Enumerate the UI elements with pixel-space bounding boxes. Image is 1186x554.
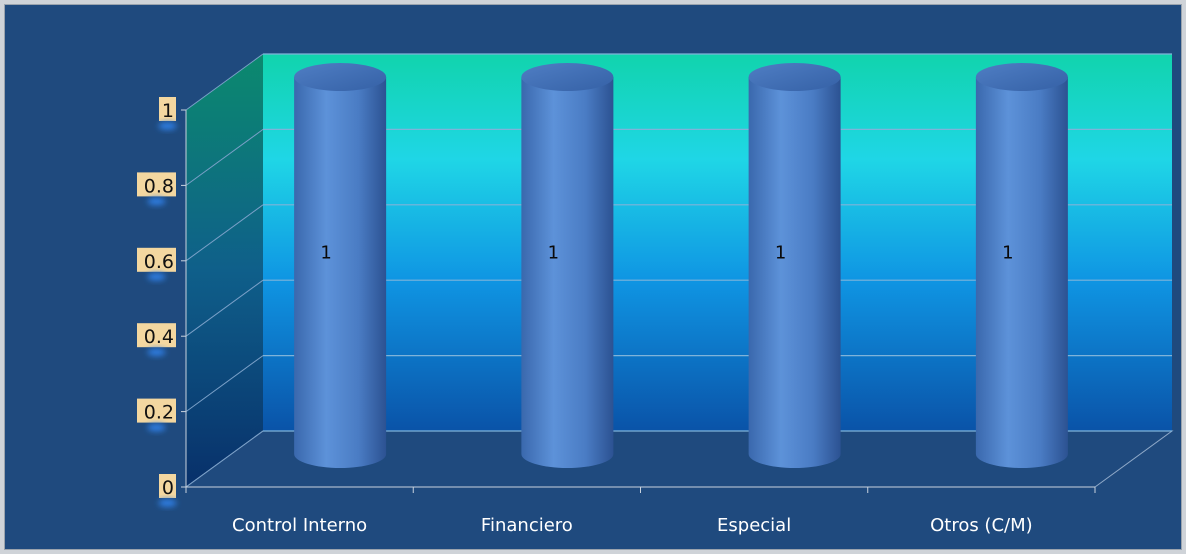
- data-label: 1: [548, 243, 559, 264]
- y-tick-label: 1: [162, 100, 174, 122]
- y-tick-label-bg: [159, 474, 176, 498]
- category-label: Control Interno: [232, 515, 367, 536]
- side-wall: [186, 54, 263, 487]
- category-label: Especial: [717, 515, 791, 536]
- y-tick-label: 0.4: [144, 326, 174, 348]
- gridline-side: [185, 430, 264, 488]
- bar: 1: [521, 63, 614, 469]
- data-label: 1: [775, 243, 786, 264]
- y-tick-glow: [147, 197, 166, 206]
- y-tick-label-bg: [137, 323, 176, 348]
- bar-body: [975, 77, 1068, 469]
- bar: 1: [748, 63, 841, 469]
- gridline-side: [185, 204, 264, 262]
- bar-body: [294, 77, 387, 469]
- y-tick-glow: [147, 348, 166, 357]
- y-tick-label-bg: [137, 247, 176, 272]
- gridline-side: [185, 53, 264, 111]
- bar-top: [748, 63, 841, 91]
- y-tick-glow: [158, 499, 177, 507]
- y-tick-label: 0.2: [144, 402, 174, 424]
- gridline-side: [185, 355, 264, 413]
- bar-body: [748, 77, 841, 469]
- category-label: Financiero: [481, 515, 573, 536]
- y-tick-label: 0.6: [144, 251, 174, 273]
- y-tick-label: 0.8: [144, 175, 174, 197]
- data-label: 1: [1002, 243, 1013, 264]
- data-label: 1: [320, 243, 331, 264]
- y-tick-labels: 0 0.2 0.4 0.6 0.8 1: [137, 97, 186, 507]
- category-labels: Control Interno Financiero Especial Otros (…: [185, 487, 1096, 536]
- y-tick-label-bg: [137, 398, 176, 423]
- bar-top: [975, 63, 1068, 91]
- y-tick-label-bg: [137, 172, 176, 197]
- bar: 1: [294, 63, 387, 469]
- gridline-side: [185, 128, 264, 186]
- y-tick-glow: [147, 423, 166, 432]
- bar-top: [294, 63, 387, 91]
- bar: 1: [975, 63, 1068, 469]
- bar-body: [521, 77, 614, 469]
- y-tick-label-bg: [159, 97, 176, 121]
- y-tick-glow: [147, 272, 166, 281]
- y-tick-label: 0: [162, 477, 174, 499]
- category-label: Otros (C/M): [930, 515, 1033, 536]
- gridline-side: [185, 279, 264, 337]
- bar-top: [521, 63, 614, 91]
- y-tick-glow: [158, 122, 177, 130]
- bars: 1 1 1 1: [294, 63, 1068, 469]
